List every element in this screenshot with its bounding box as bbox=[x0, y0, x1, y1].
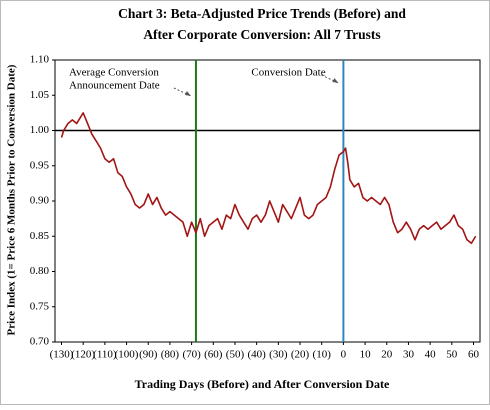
annotation: Conversion Date bbox=[251, 67, 325, 79]
y-axis-label: Price Index (1= Price 6 Months Prior to … bbox=[6, 64, 18, 335]
x-tick-label: (60) bbox=[204, 349, 223, 361]
y-tick-label: 1.05 bbox=[30, 89, 50, 101]
data-line bbox=[60, 112, 477, 245]
y-tick-label: 1.00 bbox=[30, 124, 50, 136]
x-tick-label: (90) bbox=[139, 349, 158, 361]
chart-title: Chart 3: Beta-Adjusted Price Trends (Bef… bbox=[118, 6, 406, 21]
y-tick-label: 0.70 bbox=[30, 336, 50, 348]
y-tick-label: 0.95 bbox=[30, 159, 50, 171]
y-tick-label: 1.10 bbox=[30, 54, 50, 66]
x-tick-label: 60 bbox=[468, 349, 480, 361]
x-tick-label: 20 bbox=[381, 349, 393, 361]
x-tick-label: (70) bbox=[182, 349, 201, 361]
annotation: Announcement Date bbox=[69, 80, 160, 92]
x-tick-label: (120) bbox=[71, 349, 95, 361]
x-tick-label: (130) bbox=[50, 349, 74, 361]
x-tick-label: (100) bbox=[115, 349, 139, 361]
chart-title: After Corporate Conversion: All 7 Trusts bbox=[143, 27, 380, 42]
y-tick-label: 0.80 bbox=[30, 265, 50, 277]
x-tick-label: (50) bbox=[226, 349, 245, 361]
x-tick-label: (80) bbox=[161, 349, 180, 361]
y-tick-label: 0.85 bbox=[30, 230, 50, 242]
annotation-arrow bbox=[321, 74, 339, 84]
x-tick-label: (110) bbox=[93, 349, 117, 361]
annotation-arrowhead bbox=[332, 78, 339, 83]
x-tick-label: 30 bbox=[403, 349, 415, 361]
annotation-arrowhead bbox=[184, 91, 191, 96]
x-tick-label: 0 bbox=[341, 349, 347, 361]
x-tick-label: (30) bbox=[269, 349, 288, 361]
annotation: Average Conversion bbox=[69, 67, 159, 79]
x-tick-label: (40) bbox=[247, 349, 266, 361]
y-tick-label: 0.75 bbox=[30, 300, 50, 312]
x-axis-label: Trading Days (Before) and After Conversi… bbox=[135, 377, 390, 391]
x-tick-label: 10 bbox=[360, 349, 372, 361]
x-tick-label: 50 bbox=[446, 349, 458, 361]
x-tick-label: (10) bbox=[313, 349, 332, 361]
annotation-arrow bbox=[173, 87, 192, 97]
x-tick-label: (20) bbox=[291, 349, 310, 361]
x-tick-label: 40 bbox=[425, 349, 437, 361]
y-tick-label: 0.90 bbox=[30, 195, 50, 207]
